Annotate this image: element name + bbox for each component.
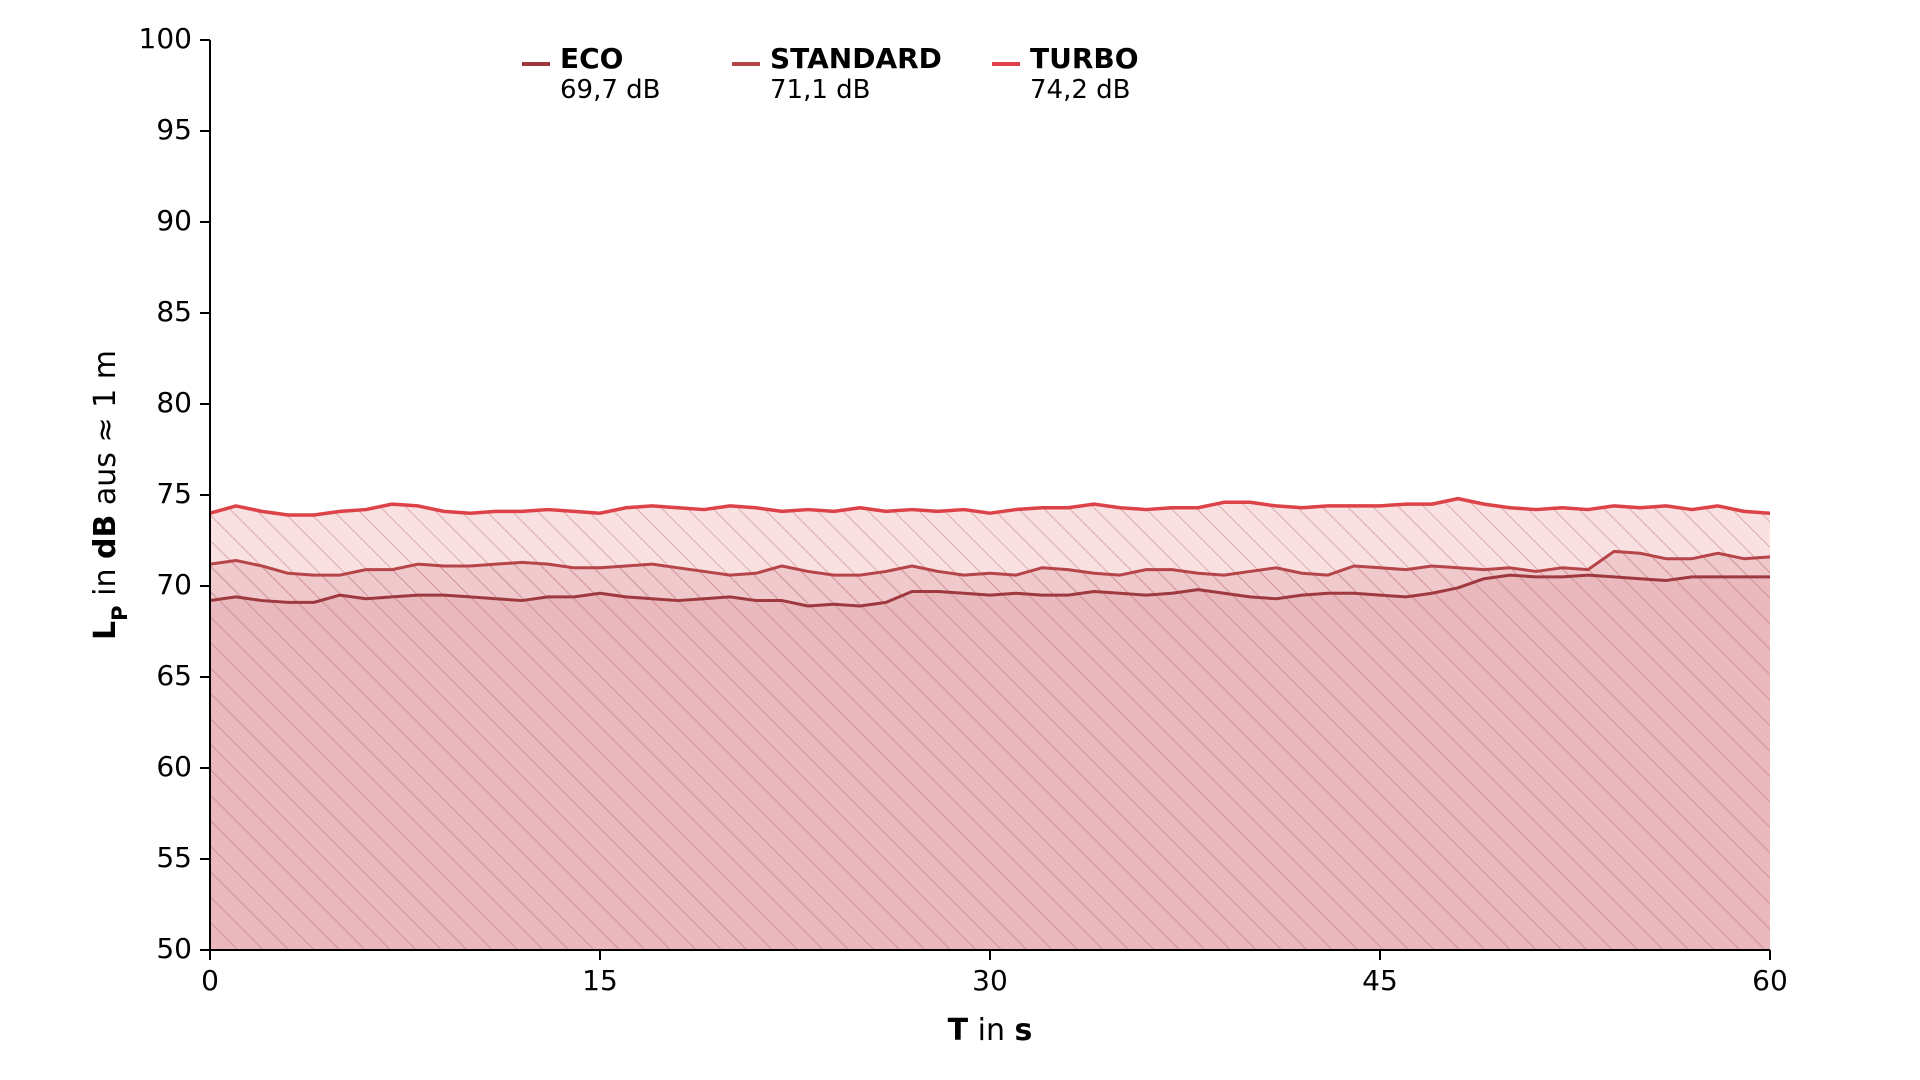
legend-title-standard: STANDARD xyxy=(770,42,942,75)
legend-title-turbo: TURBO xyxy=(1030,42,1139,75)
y-tick-label: 90 xyxy=(156,204,192,237)
chart-svg: 50 55 60 65 70 75 80 85 90 95 100 0 15 30 45 60 T in s LP… xyxy=(0,0,1920,1080)
x-tick-label: 45 xyxy=(1362,964,1398,997)
sound-pressure-chart: 50 55 60 65 70 75 80 85 90 95 100 0 15 30 45 60 T in s LP… xyxy=(0,0,1920,1080)
legend-value-standard: 71,1 dB xyxy=(770,75,871,105)
y-tick-label: 65 xyxy=(156,659,192,692)
legend-value-turbo: 74,2 dB xyxy=(1030,75,1131,105)
x-tick-label: 30 xyxy=(972,964,1008,997)
x-tick-label: 0 xyxy=(201,964,219,997)
y-tick-label: 55 xyxy=(156,841,192,874)
y-tick-label: 75 xyxy=(156,477,192,510)
legend-title-eco: ECO xyxy=(560,42,623,75)
x-tick-label: 60 xyxy=(1752,964,1788,997)
x-tick-label: 15 xyxy=(582,964,618,997)
y-tick-label: 50 xyxy=(156,932,192,965)
legend-value-eco: 69,7 dB xyxy=(560,75,661,105)
y-axis-label: LP in dB aus ≈ 1 m xyxy=(88,350,132,640)
y-tick-label: 95 xyxy=(156,113,192,146)
y-tick-label: 85 xyxy=(156,295,192,328)
y-tick-label: 100 xyxy=(139,22,192,55)
y-tick-label: 80 xyxy=(156,386,192,419)
x-axis-label: T in s xyxy=(948,1013,1033,1048)
y-tick-label: 70 xyxy=(156,568,192,601)
y-tick-label: 60 xyxy=(156,750,192,783)
